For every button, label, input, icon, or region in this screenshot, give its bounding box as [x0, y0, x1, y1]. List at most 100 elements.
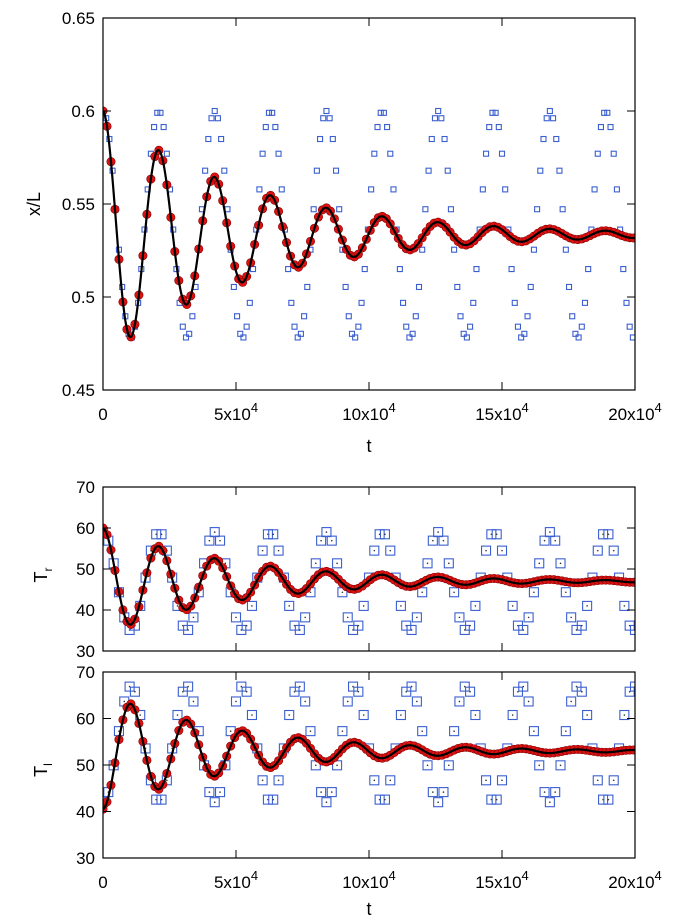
data-point-square-center — [538, 764, 541, 767]
data-point-square — [528, 587, 539, 598]
data-point-square — [406, 681, 417, 692]
data-point-square — [546, 107, 553, 115]
data-point-square — [629, 681, 635, 692]
data-point-square-center — [272, 533, 275, 536]
data-point-square-center — [187, 685, 189, 688]
data-point-square — [204, 787, 215, 798]
data-point-square — [154, 109, 161, 116]
data-point-square — [433, 527, 444, 538]
plot-area — [103, 681, 635, 814]
data-point-square-center — [208, 539, 211, 542]
x-tick-label-base: 15x10 — [475, 405, 521, 424]
data-point-square-center — [581, 624, 583, 627]
data-point-square-center — [160, 533, 163, 536]
data-point-square — [294, 334, 301, 341]
x-axis-label: t — [366, 899, 371, 919]
y-axis-label-subscript: r — [41, 568, 55, 572]
data-point-square-center — [596, 779, 599, 782]
data-point-square — [550, 787, 561, 798]
data-point-square — [246, 600, 258, 611]
data-point-square — [209, 527, 220, 538]
data-point-square — [189, 313, 196, 320]
data-point-square — [496, 775, 508, 786]
data-point-square-center — [219, 539, 221, 542]
data-point-square — [262, 794, 273, 805]
data-point-square — [278, 186, 285, 193]
data-point-square — [480, 775, 492, 786]
data-point-square — [399, 299, 407, 306]
data-point-square — [417, 587, 428, 598]
data-point-square-center — [346, 616, 349, 619]
data-point-square — [582, 709, 593, 721]
data-point-square-center — [469, 690, 471, 693]
data-point-square — [332, 167, 340, 174]
data-point-square-center — [235, 700, 237, 703]
data-point-square — [369, 545, 380, 556]
x-tick-label: 10x104 — [342, 868, 396, 892]
data-point-square-center — [442, 539, 445, 542]
data-point-square-center — [416, 700, 418, 703]
data-point-square — [310, 558, 321, 569]
data-point-square-center — [325, 531, 328, 533]
data-point-square — [256, 186, 263, 193]
data-point-square-center — [410, 685, 413, 688]
data-point-square — [594, 150, 601, 157]
data-point-square — [539, 535, 550, 546]
y-axis-label: Tl — [31, 763, 55, 777]
data-point-square — [275, 150, 282, 157]
data-point-square — [249, 266, 257, 273]
data-point-square — [465, 620, 476, 631]
data-point-square — [221, 167, 228, 174]
data-point-square — [581, 299, 589, 306]
data-point-square — [205, 135, 212, 143]
data-point-square — [234, 313, 241, 320]
data-point-square — [575, 334, 582, 341]
data-point-square — [411, 612, 422, 623]
data-point-square — [387, 150, 394, 157]
data-point-square — [553, 135, 560, 143]
data-point-square-center — [192, 700, 195, 703]
data-point-square-center — [384, 798, 386, 801]
data-point-square-center — [453, 591, 455, 594]
data-point-square — [613, 186, 620, 193]
data-point-square — [534, 206, 541, 213]
data-point-square — [129, 686, 140, 697]
data-point-square — [294, 624, 305, 636]
data-point-square — [368, 186, 375, 193]
data-point-square — [353, 686, 364, 697]
data-point-square — [539, 787, 550, 798]
data-point-square — [241, 686, 252, 697]
data-point-square — [304, 283, 311, 291]
data-point-square — [572, 330, 579, 337]
data-point-square — [427, 535, 438, 546]
data-point-square-center — [176, 605, 179, 607]
data-point-square — [291, 323, 298, 330]
y-tick-label: 30 — [76, 849, 95, 868]
data-point-square-center — [453, 730, 455, 732]
data-point-square-center — [421, 730, 424, 732]
data-point-square — [342, 696, 353, 707]
data-point-square-center — [400, 605, 402, 607]
data-point-square-center — [160, 798, 163, 801]
data-point-square — [502, 186, 509, 193]
plot-area — [103, 106, 635, 342]
data-point-square — [491, 529, 502, 540]
data-point-square — [592, 775, 603, 786]
data-point-square — [385, 775, 396, 786]
data-point-square — [183, 624, 194, 636]
x-tick-label-exp: 4 — [389, 400, 396, 415]
data-point-square-center — [219, 791, 221, 793]
data-point-square — [521, 330, 528, 337]
data-point-square — [422, 206, 429, 213]
data-point-square — [177, 686, 188, 697]
x-tick-label-base: 5x10 — [214, 873, 251, 892]
y-tick-label: 0.65 — [62, 9, 95, 28]
data-point-square — [598, 529, 609, 540]
data-point-square — [163, 150, 170, 157]
data-point-square — [544, 797, 555, 808]
data-point-square-center — [320, 791, 322, 793]
data-point-square — [310, 206, 317, 213]
data-point-square — [289, 686, 300, 697]
data-point-square — [240, 334, 247, 341]
